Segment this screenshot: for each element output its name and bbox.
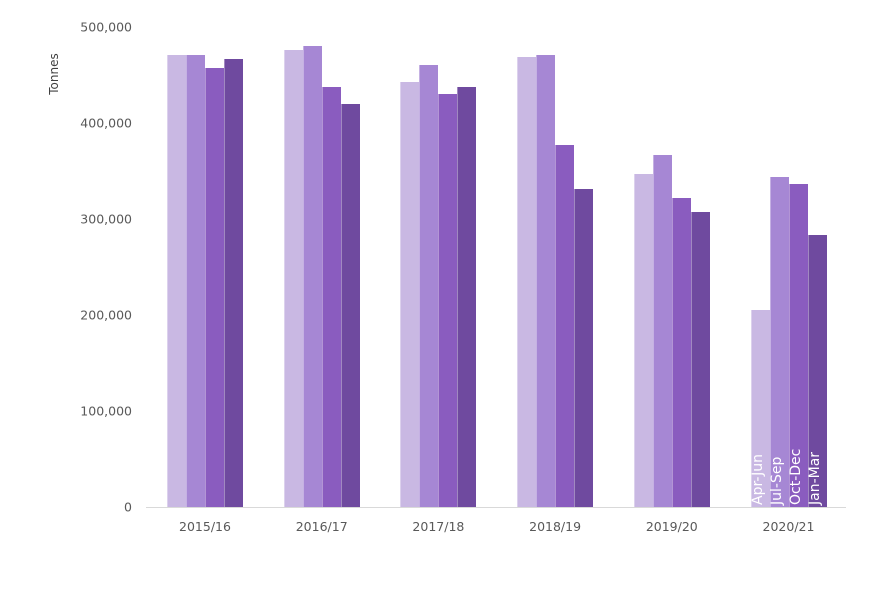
bar-apr-jun [400, 81, 420, 507]
x-axis-line [146, 507, 846, 508]
bar-oct-dec [321, 87, 341, 507]
bar-oct-dec [671, 197, 691, 507]
bar-apr-jun [167, 54, 186, 507]
bar-oct-dec: Oct-Dec [787, 184, 808, 507]
bar-jul-sep [186, 54, 205, 507]
bar-apr-jun [517, 56, 537, 507]
bar-jan-mar [690, 212, 710, 507]
x-tick-label: 2015/16 [179, 519, 231, 534]
bar-apr-jun [283, 50, 303, 507]
y-tick-label: 200,000 [80, 307, 132, 323]
bar-jan-mar [224, 58, 243, 507]
bar-apr-jun [633, 173, 653, 507]
x-tick-label: 2020/21 [762, 519, 815, 534]
x-tick-label: 2016/17 [295, 519, 348, 534]
x-tick-label: 2019/20 [645, 519, 698, 534]
bar-jan-mar [574, 189, 594, 507]
bar-oct-dec [205, 68, 224, 507]
bar-apr-jun: Apr-Jun [749, 310, 770, 507]
series-label: Oct-Dec [787, 448, 804, 505]
series-label: Jan-Mar [806, 451, 823, 505]
x-tick-label: 2018/19 [529, 519, 582, 534]
bar-jul-sep [302, 46, 322, 507]
series-label: Jul-Sep [768, 456, 785, 505]
series-label: Apr-Jun [749, 453, 766, 505]
y-tick-label: 500,000 [80, 19, 132, 35]
bar-oct-dec [438, 94, 458, 507]
x-tick-label: 2017/18 [412, 519, 465, 534]
bar-jul-sep [536, 54, 556, 507]
y-tick-label: 400,000 [80, 115, 132, 131]
bar-jan-mar: Jan-Mar [806, 235, 827, 507]
y-axis-title: Tonnes [47, 53, 61, 95]
y-tick-label: 0 [124, 499, 132, 515]
bar-jul-sep [652, 154, 672, 507]
bar-jan-mar [457, 86, 477, 507]
bar-oct-dec [555, 145, 575, 507]
bar-jul-sep: Jul-Sep [768, 176, 789, 507]
y-tick-label: 300,000 [80, 211, 132, 227]
y-tick-label: 100,000 [80, 403, 132, 419]
bar-jan-mar [340, 103, 360, 507]
bar-jul-sep [419, 65, 439, 507]
